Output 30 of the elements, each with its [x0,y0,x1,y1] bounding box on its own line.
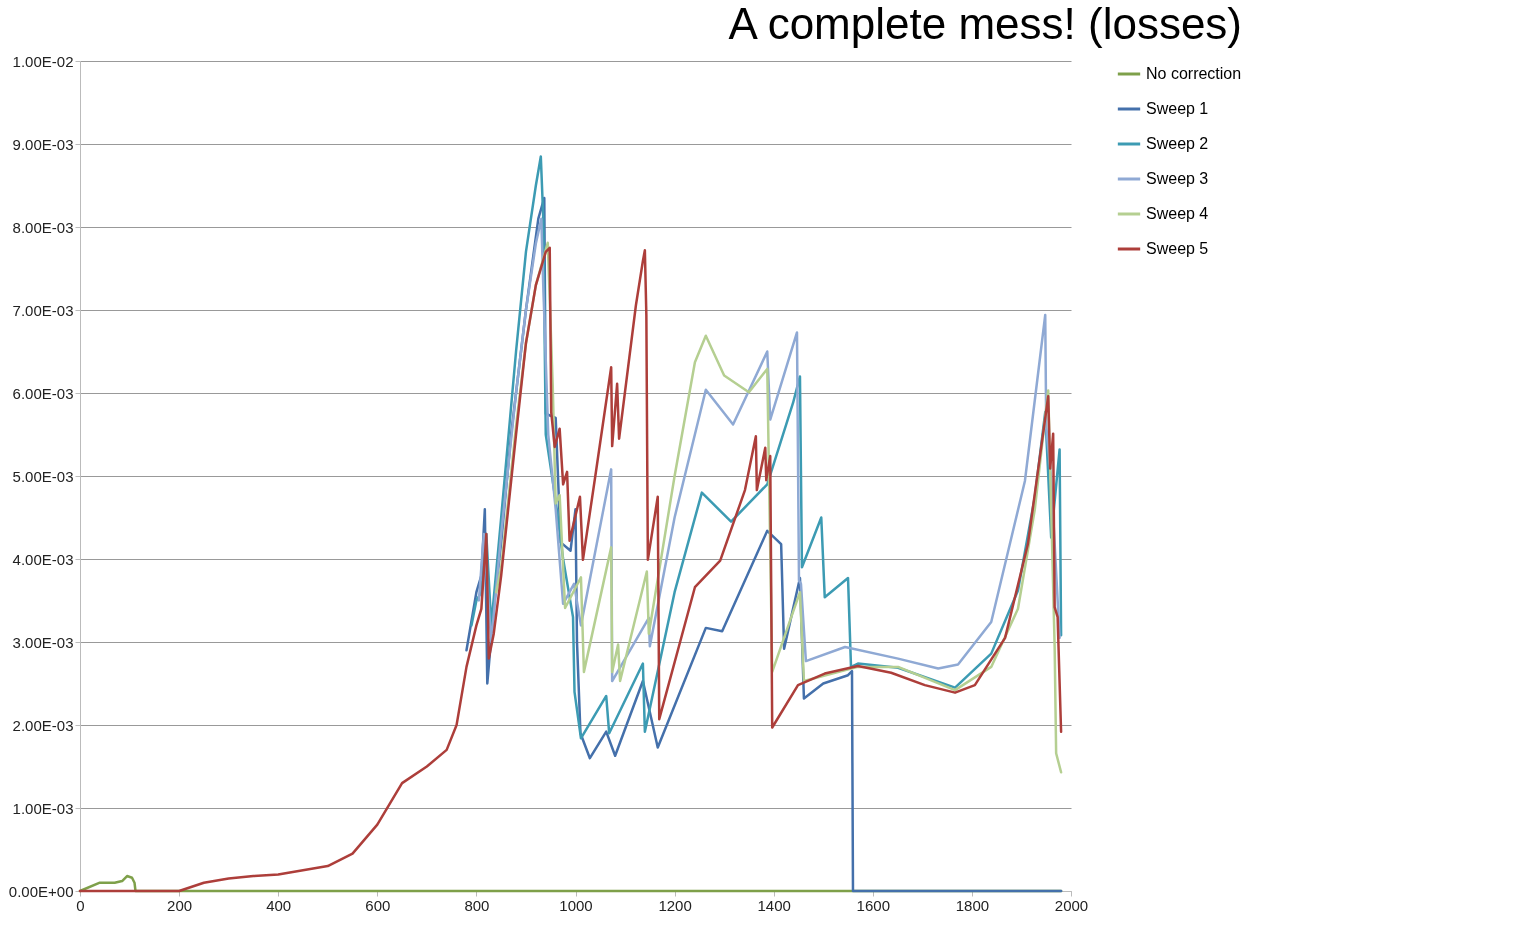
y-tick-label: 7.00E-03 [12,301,74,319]
x-tick-label: 0 [76,896,85,914]
x-tick-label: 1000 [559,896,593,914]
chart-title: A complete mess! (losses) [728,0,1242,48]
y-tick-label: 5.00E-03 [12,467,74,485]
x-tick-label: 400 [266,896,292,914]
x-tick-label: 2000 [1054,896,1089,914]
legend-label: Sweep 5 [1146,240,1209,257]
line-series [78,246,1063,893]
legend-label: Sweep 4 [1146,205,1209,222]
y-tick-label: 2.00E-03 [12,716,74,734]
y-tick-label: 9.00E-03 [12,135,74,153]
x-tick-label: 200 [167,896,193,914]
legend-label: Sweep 1 [1146,100,1209,117]
legend-label: No correction [1146,65,1242,82]
x-tick-label: 1200 [658,896,692,914]
legend-label: Sweep 2 [1146,135,1209,152]
x-tick-label: 600 [365,896,391,914]
y-tick-label: 4.00E-03 [12,550,74,568]
x-tick-label: 1800 [955,896,990,914]
y-tick-label: 0.00E+00 [8,882,74,900]
x-tick-label: 800 [464,896,490,914]
y-tick-label: 6.00E-03 [12,384,74,402]
x-tick-label: 1400 [757,896,791,914]
y-tick-label: 3.00E-03 [12,633,74,651]
y-tick-label: 1.00E-03 [12,799,74,817]
y-tick-label: 8.00E-03 [12,218,74,236]
legend-label: Sweep 3 [1146,170,1209,187]
y-tick-label: 1.00E-02 [12,52,74,70]
x-tick-label: 1600 [856,896,890,914]
